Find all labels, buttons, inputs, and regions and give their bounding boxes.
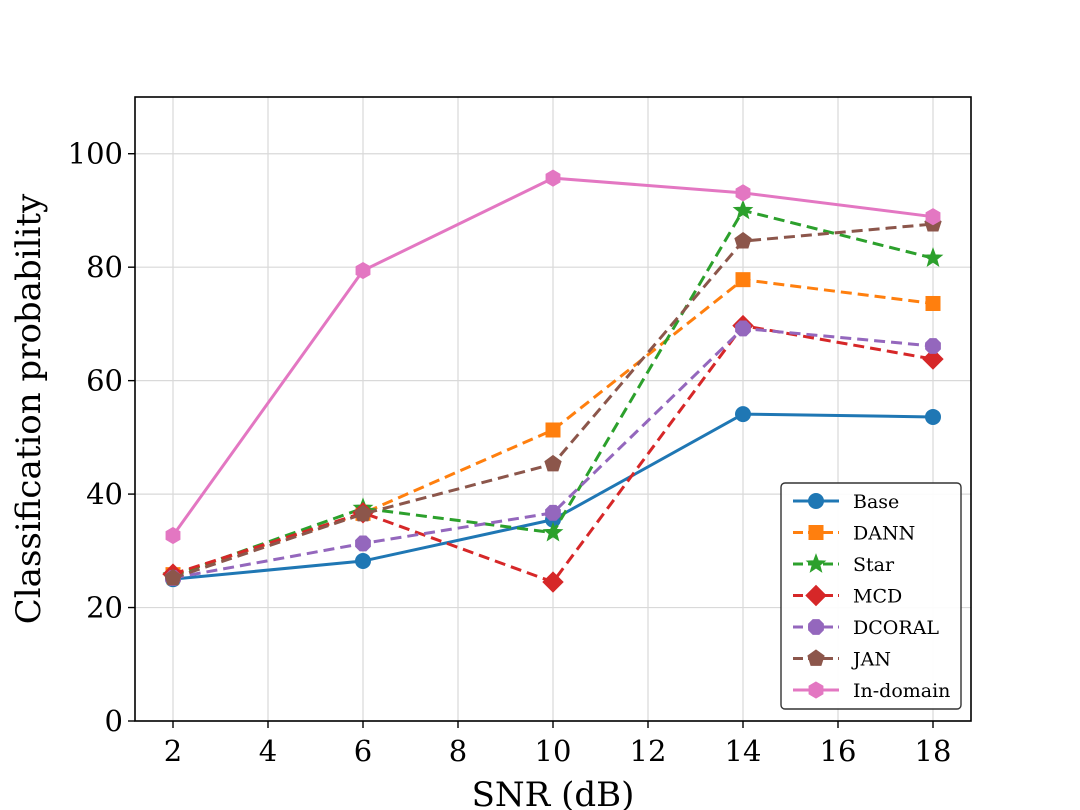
series-line-dcoral: [172, 326, 934, 580]
data-point-in-domain: [735, 184, 751, 202]
data-point-dcoral: [545, 504, 561, 521]
data-point-jan: [164, 568, 182, 586]
data-point-star: [922, 247, 944, 267]
legend-marker: [808, 493, 824, 509]
data-point-dcoral: [355, 535, 371, 552]
x-tick-label: 4: [259, 734, 277, 768]
legend-label: Base: [853, 491, 899, 513]
data-point-dann: [545, 422, 561, 438]
series-in-domain: [165, 169, 941, 545]
legend-label: MCD: [853, 586, 902, 608]
data-point-base: [355, 553, 371, 570]
legend-item-jan: JAN: [793, 649, 891, 671]
data-point-star: [732, 199, 754, 220]
legend-box: [780, 482, 962, 710]
legend-label: DANN: [853, 523, 915, 545]
legend-item-dann: DANN: [793, 523, 915, 545]
legend-item-star: Star: [793, 553, 895, 576]
x-tick-label: 10: [535, 734, 572, 768]
data-point-in-domain: [925, 208, 941, 226]
legend-item-in-domain: In-domain: [793, 680, 950, 702]
legend-item-mcd: MCD: [793, 584, 902, 608]
y-tick-label: 40: [86, 477, 123, 511]
y-tick-label: 100: [68, 137, 123, 171]
x-tick-label: 6: [354, 734, 372, 768]
y-tick-label: 60: [86, 364, 123, 398]
y-axis-title: Classification probability: [9, 193, 49, 624]
x-tick-label: 16: [820, 734, 857, 768]
data-point-jan: [544, 454, 562, 472]
data-point-mcd: [542, 571, 564, 593]
data-point-dcoral: [735, 320, 751, 337]
data-point-in-domain: [545, 169, 561, 187]
y-tick-label: 20: [86, 591, 123, 625]
axis-ticks: 2 4 6 8 10 12 14 16 18 0 20 40 60 80 100: [68, 137, 952, 768]
x-tick-label: 8: [449, 734, 467, 768]
x-tick-label: 2: [164, 734, 182, 768]
legend-marker: [808, 619, 824, 635]
data-point-dann: [925, 295, 941, 311]
legend-marker: [807, 649, 825, 666]
legend-marker: [805, 553, 827, 573]
legend-label: DCORAL: [853, 617, 939, 639]
plot-series: [162, 169, 944, 593]
legend-label: Star: [853, 554, 895, 576]
x-tick-label: 12: [630, 734, 667, 768]
data-point-star: [542, 521, 564, 542]
data-point-base: [735, 406, 751, 423]
legend-label: JAN: [851, 649, 891, 671]
x-tick-label: 14: [725, 734, 762, 768]
data-point-base: [925, 408, 941, 425]
data-point-jan: [734, 231, 752, 249]
legend-item-base: Base: [793, 491, 899, 513]
data-point-in-domain: [355, 262, 371, 280]
legend-label: In-domain: [853, 680, 950, 702]
data-point-jan: [354, 504, 372, 522]
grid: [135, 97, 971, 722]
data-point-dcoral: [925, 338, 941, 354]
legend: Base DANN Star MCD DCORAL JAN In-domain: [780, 482, 962, 710]
legend-marker: [805, 584, 827, 607]
legend-item-dcoral: DCORAL: [793, 617, 939, 639]
x-axis-title: SNR (dB): [472, 775, 635, 810]
x-tick-label: 18: [915, 734, 952, 768]
legend-marker: [808, 525, 824, 540]
data-point-in-domain: [165, 526, 181, 545]
y-tick-label: 80: [86, 250, 123, 284]
legend-marker: [808, 681, 824, 699]
y-tick-label: 0: [105, 704, 123, 738]
data-point-dann: [735, 272, 751, 288]
